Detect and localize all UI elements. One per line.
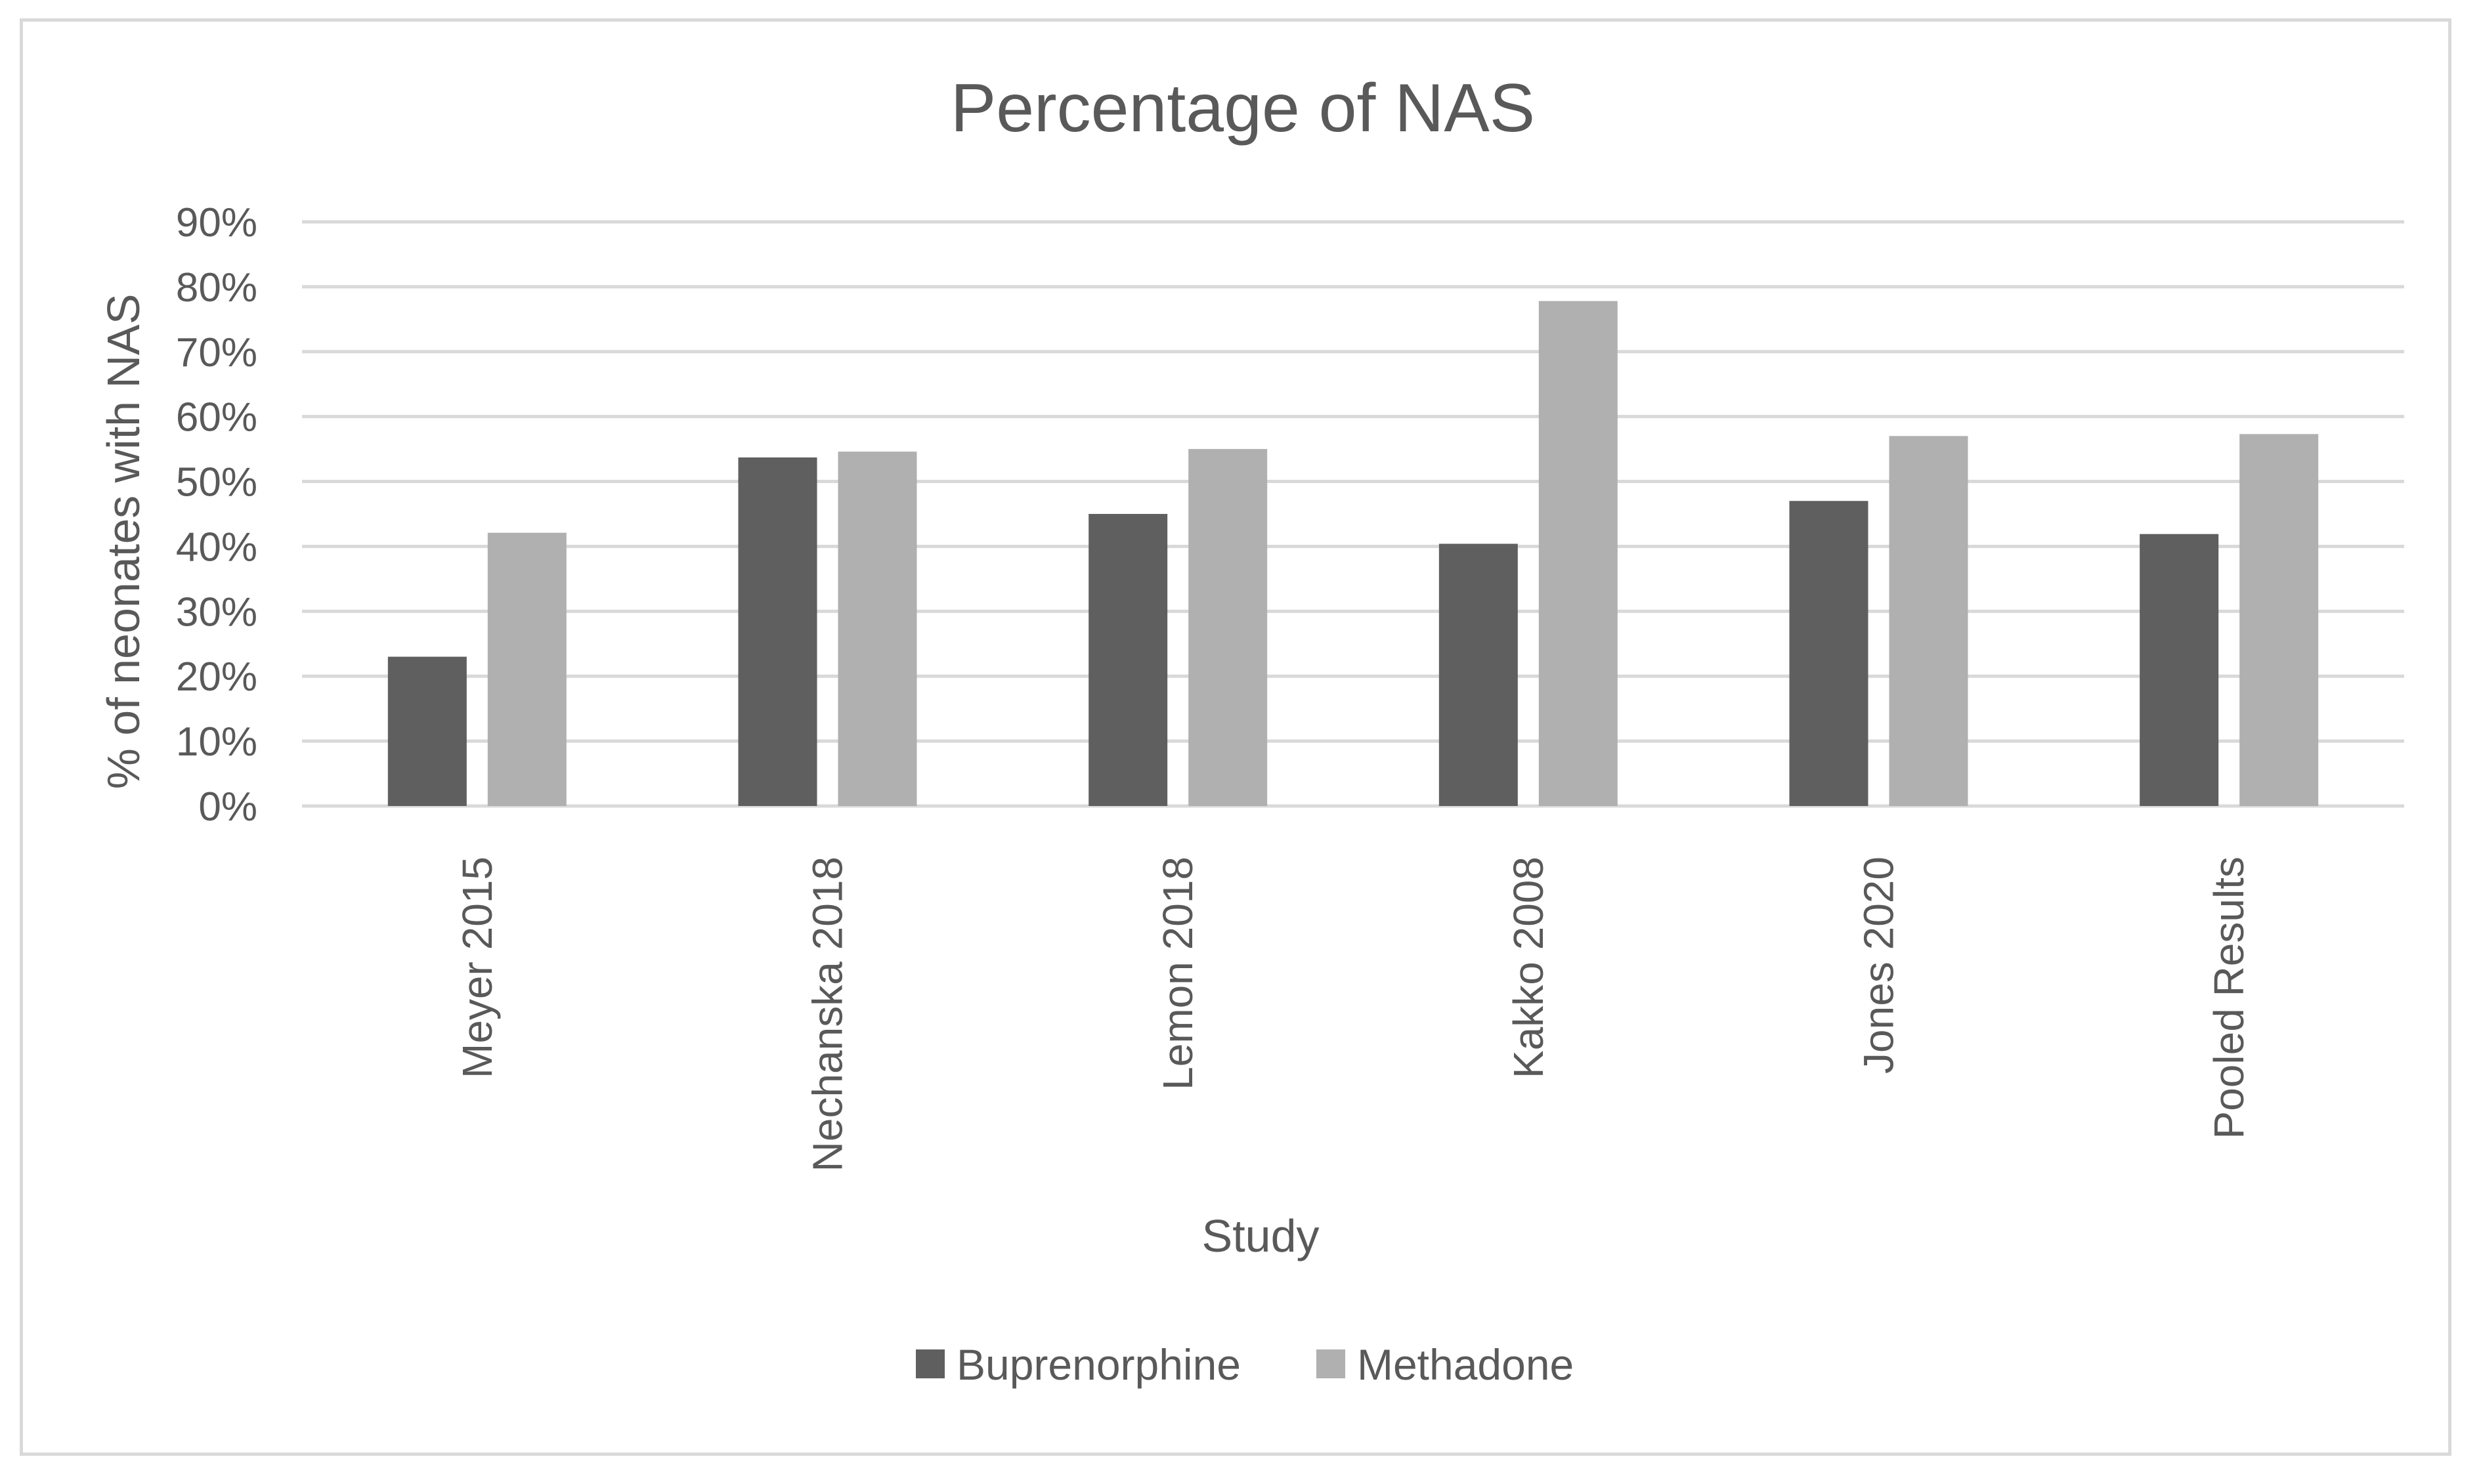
y-tick-label: 30% — [176, 589, 257, 635]
bar-methadone-3 — [1538, 301, 1618, 807]
bar-methadone-4 — [1889, 436, 1968, 806]
y-tick-label: 10% — [176, 719, 257, 765]
x-category-label: Meyer 2015 — [454, 857, 501, 1078]
y-tick-label: 80% — [176, 265, 257, 310]
y-tick-label: 50% — [176, 460, 257, 505]
legend-label-methadone: Methadone — [1357, 1340, 1574, 1389]
x-category-label: Lemon 2018 — [1154, 857, 1201, 1090]
bar-methadone-1 — [838, 452, 917, 806]
y-axis-ticks: 0% 10% 20% 30% 40% 50% 60% 70% 80% 90% — [176, 200, 257, 830]
x-category-label: Nechanska 2018 — [804, 857, 852, 1172]
y-axis-title: % of neonates with NAS — [98, 294, 149, 790]
y-tick-label: 40% — [176, 524, 257, 570]
bar-methadone-5 — [2239, 434, 2319, 806]
bar-buprenorphine-2 — [1089, 514, 1168, 806]
y-tick-label: 20% — [176, 654, 257, 700]
bar-methadone-0 — [487, 532, 567, 806]
y-tick-label: 70% — [176, 330, 257, 375]
legend-swatch-buprenorphine — [916, 1349, 945, 1378]
legend-label-buprenorphine: Buprenorphine — [957, 1340, 1241, 1389]
bar-buprenorphine-1 — [738, 457, 817, 806]
bar-methadone-2 — [1188, 449, 1268, 806]
x-axis-categories: Meyer 2015 Nechanska 2018 Lemon 2018 Kakko … — [454, 857, 2253, 1172]
y-tick-label: 90% — [176, 200, 257, 245]
x-category-label: Pooled Results — [2205, 857, 2253, 1139]
y-tick-label: 60% — [176, 395, 257, 440]
x-category-label: Kakko 2008 — [1505, 857, 1552, 1078]
gridlines — [302, 220, 2404, 808]
bar-buprenorphine-5 — [2140, 534, 2219, 806]
legend: Buprenorphine Methadone — [916, 1340, 1574, 1389]
bar-buprenorphine-4 — [1789, 501, 1868, 806]
bars — [387, 301, 2319, 807]
chart-title: Percentage of NAS — [951, 70, 1535, 146]
bar-buprenorphine-0 — [387, 656, 467, 806]
x-category-label: Jones 2020 — [1855, 857, 1903, 1074]
y-tick-label: 0% — [198, 784, 257, 830]
bar-buprenorphine-3 — [1438, 543, 1518, 806]
legend-swatch-methadone — [1316, 1349, 1345, 1378]
x-axis-title: Study — [1202, 1210, 1320, 1261]
